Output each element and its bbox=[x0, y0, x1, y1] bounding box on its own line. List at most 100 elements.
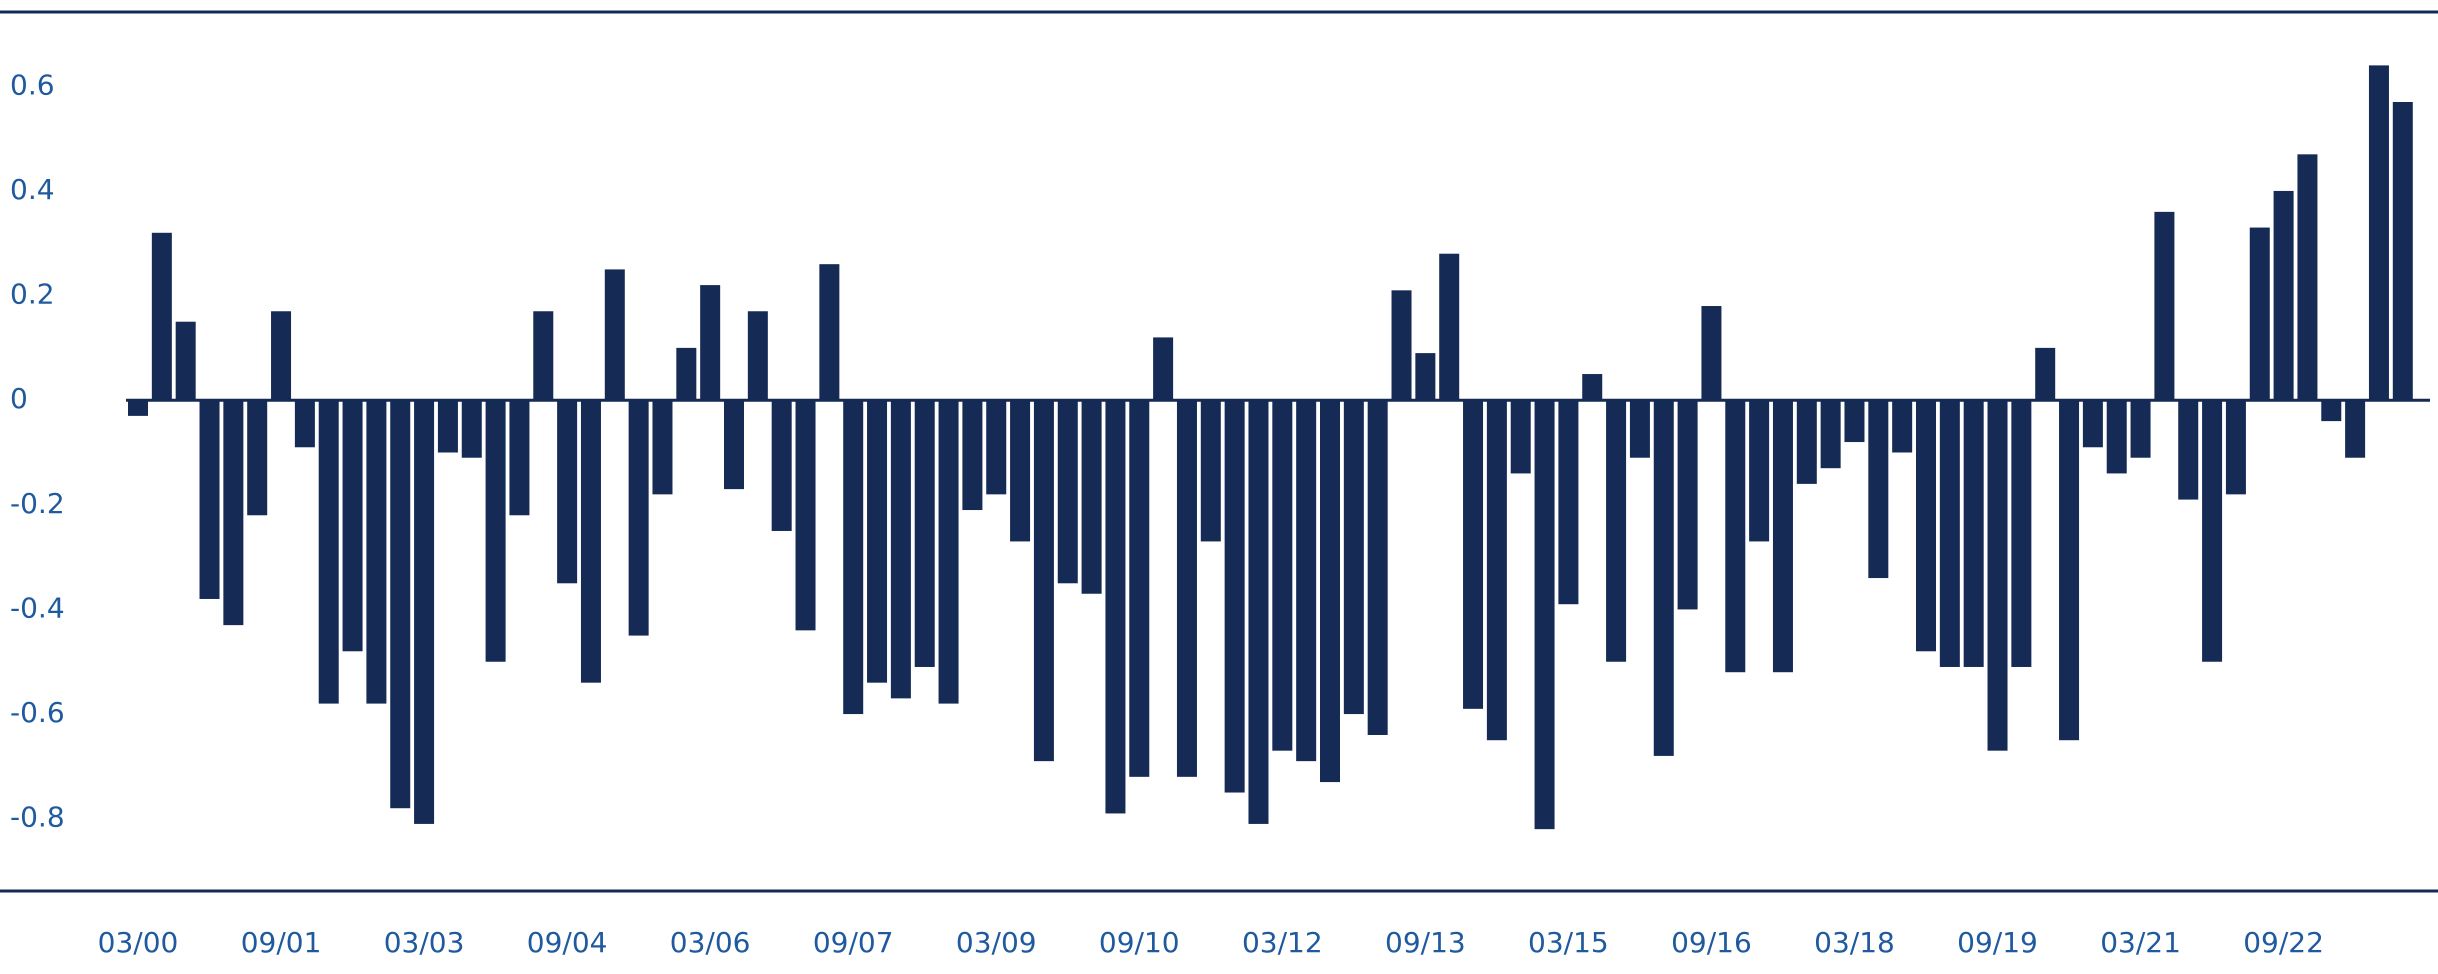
bar bbox=[2321, 400, 2342, 422]
y-tick-label: 0 bbox=[10, 382, 28, 415]
x-tick-label: 09/22 bbox=[2243, 926, 2324, 959]
bar bbox=[1558, 400, 1579, 605]
bar bbox=[1367, 400, 1388, 735]
bar bbox=[1939, 400, 1960, 667]
bar bbox=[1916, 400, 1936, 652]
y-tick-label: 0.2 bbox=[10, 278, 55, 311]
bar bbox=[533, 311, 554, 401]
bar bbox=[1105, 400, 1126, 814]
bar bbox=[1033, 400, 1054, 762]
bar bbox=[1486, 400, 1507, 741]
bar bbox=[1796, 400, 1817, 484]
bar bbox=[1868, 400, 1889, 579]
bar bbox=[2225, 400, 2246, 495]
bar bbox=[2392, 102, 2413, 401]
bar bbox=[437, 400, 458, 453]
bar bbox=[2154, 211, 2175, 401]
x-tick-label: 09/04 bbox=[527, 926, 608, 959]
bar bbox=[1439, 253, 1460, 401]
bar bbox=[1176, 400, 1197, 777]
bar bbox=[2059, 400, 2080, 741]
bar bbox=[366, 400, 387, 704]
y-tick-label: 0.4 bbox=[10, 173, 55, 206]
bar bbox=[1010, 400, 1031, 542]
bar bbox=[1677, 400, 1698, 610]
y-tick-label: 0.6 bbox=[10, 68, 55, 101]
bar bbox=[1343, 400, 1364, 715]
bar bbox=[676, 347, 697, 401]
x-tick-label: 03/12 bbox=[1242, 926, 1323, 959]
bar bbox=[2106, 400, 2127, 474]
bar bbox=[652, 400, 673, 495]
bar bbox=[294, 400, 315, 448]
bar bbox=[1296, 400, 1317, 762]
bar bbox=[461, 400, 482, 458]
bar bbox=[271, 311, 292, 401]
bar bbox=[890, 400, 911, 699]
x-tick-label: 09/13 bbox=[1385, 926, 1466, 959]
bar bbox=[247, 400, 268, 516]
bar bbox=[1463, 400, 1484, 709]
bar bbox=[747, 311, 768, 401]
x-tick-label: 03/06 bbox=[670, 926, 751, 959]
bar bbox=[2249, 227, 2270, 401]
x-tick-label: 03/21 bbox=[2100, 926, 2181, 959]
bar bbox=[1415, 353, 1436, 401]
bar bbox=[1820, 400, 1841, 469]
bar bbox=[1844, 400, 1865, 443]
bar bbox=[724, 400, 744, 490]
bar bbox=[1629, 400, 1650, 458]
bar bbox=[843, 400, 864, 715]
bar bbox=[580, 400, 601, 683]
bar bbox=[1749, 400, 1770, 542]
bar bbox=[151, 232, 172, 401]
bar bbox=[2178, 400, 2199, 500]
bar bbox=[1200, 400, 1221, 542]
x-tick-label: 09/16 bbox=[1671, 926, 1752, 959]
bar bbox=[1510, 400, 1531, 474]
bar bbox=[1582, 374, 1603, 401]
x-tick-label: 03/00 bbox=[98, 926, 179, 959]
bar bbox=[390, 400, 411, 809]
bar bbox=[1081, 400, 1102, 594]
y-tick-label: -0.8 bbox=[10, 801, 65, 834]
bar bbox=[962, 400, 983, 511]
x-tick-label: 03/18 bbox=[1814, 926, 1895, 959]
x-tick-label: 03/09 bbox=[956, 926, 1037, 959]
bar bbox=[938, 400, 959, 704]
bar bbox=[509, 400, 530, 516]
bar bbox=[2345, 400, 2366, 458]
x-tick-label: 09/01 bbox=[241, 926, 322, 959]
bar bbox=[1391, 290, 1412, 401]
bar bbox=[628, 400, 649, 636]
y-tick-label: -0.4 bbox=[10, 591, 65, 624]
bar bbox=[175, 321, 196, 401]
bar bbox=[700, 285, 721, 401]
bar bbox=[771, 400, 792, 531]
bar bbox=[1987, 400, 2008, 751]
y-tick-label: -0.6 bbox=[10, 696, 65, 729]
bar bbox=[604, 269, 625, 401]
bar bbox=[318, 400, 339, 704]
bar bbox=[1725, 400, 1746, 673]
x-tick-label: 09/07 bbox=[813, 926, 894, 959]
bar bbox=[2273, 190, 2294, 401]
bar bbox=[1129, 400, 1150, 777]
bar bbox=[795, 400, 816, 631]
bar bbox=[819, 264, 840, 401]
bar bbox=[1963, 400, 1984, 667]
bar bbox=[1534, 400, 1555, 830]
y-tick-label: -0.2 bbox=[10, 487, 65, 520]
bar bbox=[1057, 400, 1078, 584]
bar bbox=[986, 400, 1007, 495]
bar bbox=[1701, 306, 1722, 401]
bar bbox=[1224, 400, 1245, 793]
bar bbox=[1153, 337, 1174, 401]
x-tick-label: 09/19 bbox=[1957, 926, 2038, 959]
bar bbox=[1272, 400, 1293, 751]
bar bbox=[2011, 400, 2032, 667]
bar bbox=[1653, 400, 1674, 756]
bar bbox=[1248, 400, 1269, 824]
x-tick-label: 03/03 bbox=[384, 926, 465, 959]
